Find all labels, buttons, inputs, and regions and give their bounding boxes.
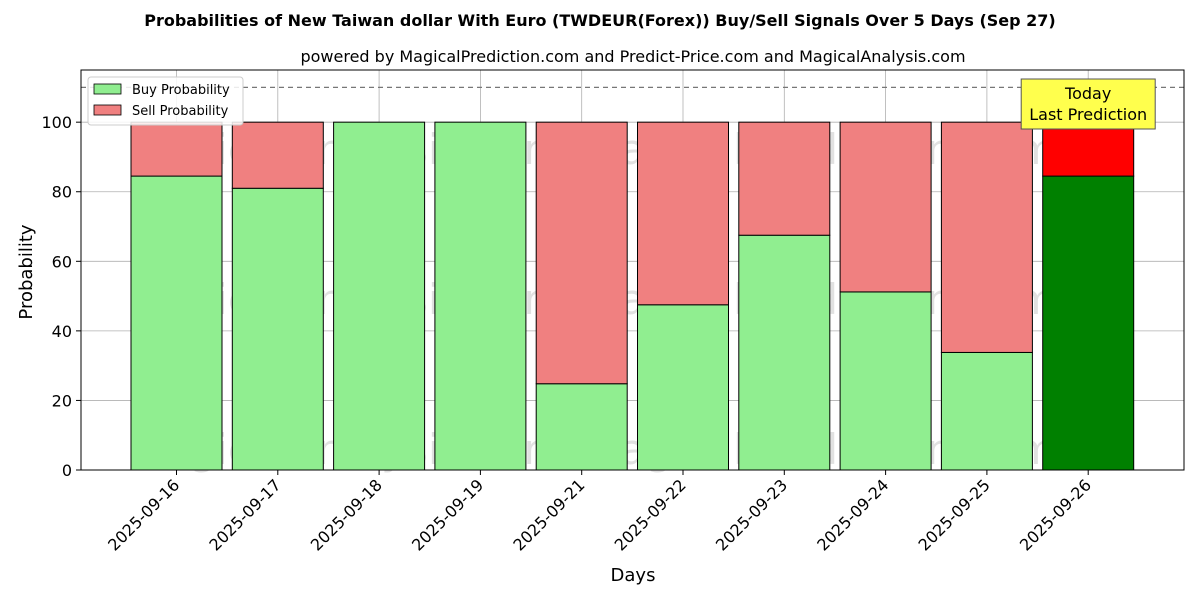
sell-bar <box>231 121 324 189</box>
y-axis-label: Probability <box>16 224 37 319</box>
legend-label: Sell Probability <box>132 104 229 119</box>
legend: Buy Probability Sell Probability <box>87 76 244 126</box>
sell-bar <box>1042 121 1135 177</box>
plot-frame <box>80 69 1185 471</box>
annotation-text: Last Prediction <box>1029 105 1147 124</box>
buy-bar <box>940 351 1033 471</box>
buy-bar <box>1042 175 1135 471</box>
x-tick-label: 2025-09-19 <box>408 475 487 554</box>
sell-bar <box>738 121 831 236</box>
y-tick-label: 60 <box>52 252 72 271</box>
chart-title: Probabilities of New Taiwan dollar With … <box>144 11 1056 30</box>
bars <box>130 121 1135 471</box>
today-annotation: Today Last Prediction <box>1020 78 1156 130</box>
x-tick-label: 2025-09-16 <box>104 475 183 554</box>
buy-bar <box>333 121 426 471</box>
sell-bar <box>940 121 1033 353</box>
x-axis-ticks: 2025-09-16 2025-09-17 2025-09-18 2025-09-19… <box>104 470 1095 555</box>
x-tick-label: 2025-09-24 <box>813 475 892 554</box>
buy-bar <box>637 304 729 471</box>
x-tick-label: 2025-09-21 <box>509 475 588 554</box>
x-tick-label: 2025-09-22 <box>611 475 690 554</box>
buy-bar <box>839 291 932 471</box>
sell-bar <box>839 121 932 293</box>
y-tick-label: 0 <box>62 461 72 480</box>
legend-swatch <box>93 104 122 116</box>
x-tick-label: 2025-09-23 <box>712 475 791 554</box>
x-tick-label: 2025-09-17 <box>205 475 284 554</box>
x-tick-label: 2025-09-26 <box>1016 475 1095 554</box>
sell-bar <box>637 121 729 306</box>
buy-bar <box>434 121 527 471</box>
annotation-box <box>1020 78 1156 130</box>
legend-label: Buy Probability <box>132 83 230 98</box>
x-axis-label: Days <box>611 565 656 586</box>
x-tick-label: 2025-09-25 <box>915 475 994 554</box>
chart-subtitle: powered by MagicalPrediction.com and Pre… <box>300 47 965 66</box>
y-tick-label: 40 <box>52 322 72 341</box>
y-tick-label: 80 <box>52 183 72 202</box>
y-axis-ticks: 0 20 40 60 80 100 <box>41 113 81 480</box>
x-tick-label: 2025-09-18 <box>307 475 386 554</box>
buy-bar <box>738 234 831 471</box>
buy-bar <box>535 383 628 471</box>
y-tick-label: 20 <box>52 391 72 410</box>
sell-bar <box>130 121 223 177</box>
buy-bar <box>130 175 223 471</box>
legend-swatch <box>93 83 122 95</box>
sell-bar <box>535 121 628 385</box>
y-tick-label: 100 <box>41 113 72 132</box>
legend-box <box>87 76 244 126</box>
annotation-text: Today <box>1064 84 1111 103</box>
buy-bar <box>231 187 324 471</box>
